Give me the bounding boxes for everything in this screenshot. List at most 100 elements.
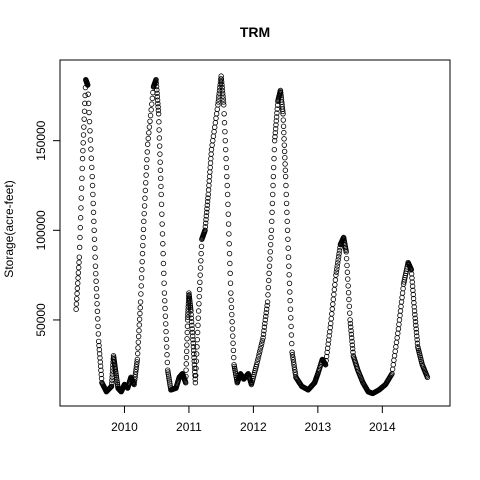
data-point <box>80 148 86 154</box>
data-point <box>344 262 350 269</box>
y-tick-label: 100000 <box>34 210 48 250</box>
data-point <box>393 344 399 350</box>
data-point <box>190 347 197 354</box>
data-point <box>96 351 103 357</box>
data-point <box>228 297 234 303</box>
data-point <box>76 259 82 266</box>
data-point <box>195 315 201 321</box>
data-point <box>345 290 352 296</box>
data-point <box>322 362 329 368</box>
data-point <box>215 102 221 108</box>
data-point <box>165 371 171 377</box>
data-point <box>194 344 200 350</box>
data-point <box>95 331 102 337</box>
data-point <box>413 329 420 336</box>
data-point <box>158 201 165 208</box>
data-point <box>81 124 87 130</box>
data-point <box>96 347 103 353</box>
data-point <box>225 221 232 227</box>
data-point <box>219 90 226 97</box>
data-point <box>132 371 139 378</box>
data-point <box>189 329 196 336</box>
data-point <box>285 254 292 260</box>
data-point <box>132 376 138 383</box>
data-point <box>348 328 354 334</box>
data-point <box>221 111 227 117</box>
data-point <box>220 96 226 102</box>
x-tick-label: 2014 <box>369 420 396 434</box>
data-point <box>269 218 275 225</box>
data-point <box>349 345 356 352</box>
data-point <box>147 118 153 125</box>
data-point <box>163 328 169 335</box>
data-point <box>139 267 145 273</box>
data-point <box>398 299 405 305</box>
data-point <box>424 374 431 381</box>
data-point <box>165 369 171 375</box>
data-point <box>287 306 294 312</box>
data-point <box>291 364 298 370</box>
data-point <box>144 141 151 147</box>
data-point <box>160 241 166 247</box>
data-point <box>205 187 212 193</box>
data-point <box>400 285 406 292</box>
data-point <box>143 172 149 178</box>
data-point <box>137 310 143 317</box>
data-point <box>74 285 81 292</box>
data-point <box>345 283 351 289</box>
data-point <box>229 326 236 332</box>
data-point <box>139 258 145 265</box>
data-point <box>213 111 220 117</box>
data-point <box>205 195 211 201</box>
data-point <box>190 344 197 350</box>
data-point <box>333 272 339 278</box>
data-point <box>399 290 406 296</box>
data-point <box>187 302 193 309</box>
data-point <box>143 164 150 171</box>
data-point <box>287 297 293 304</box>
data-point <box>79 175 85 182</box>
data-point <box>210 137 216 144</box>
data-point <box>206 182 212 189</box>
data-point <box>330 296 337 303</box>
data-point <box>184 342 190 348</box>
data-point <box>157 151 163 157</box>
data-point <box>261 328 267 334</box>
data-point <box>390 362 396 368</box>
data-point <box>326 333 332 339</box>
data-point <box>413 322 419 329</box>
data-point <box>227 280 234 286</box>
data-point <box>292 367 298 373</box>
data-point <box>336 248 343 254</box>
data-point <box>286 280 293 287</box>
data-point <box>149 101 155 107</box>
data-point <box>333 269 340 275</box>
data-point <box>231 354 237 361</box>
data-point <box>81 116 87 122</box>
data-point <box>94 301 100 307</box>
data-point <box>328 315 334 322</box>
data-point <box>163 336 170 343</box>
data-point <box>349 342 356 348</box>
data-point <box>141 210 147 217</box>
data-point <box>138 291 144 297</box>
data-point <box>290 359 297 365</box>
data-point <box>195 322 201 329</box>
data-point <box>213 115 219 121</box>
data-point <box>77 215 84 221</box>
data-point <box>92 245 98 251</box>
data-point <box>394 335 400 341</box>
data-point <box>134 361 140 368</box>
data-point <box>261 324 268 330</box>
data-point <box>196 286 203 293</box>
data-point <box>93 286 100 292</box>
data-point <box>222 137 228 144</box>
data-point <box>267 249 273 255</box>
data-point <box>140 242 146 249</box>
data-point <box>109 380 115 386</box>
data-point <box>347 317 353 323</box>
x-axis: 2010 2011 2012 2013 2014 <box>111 406 396 434</box>
data-point <box>138 275 145 281</box>
data-point <box>212 120 219 126</box>
